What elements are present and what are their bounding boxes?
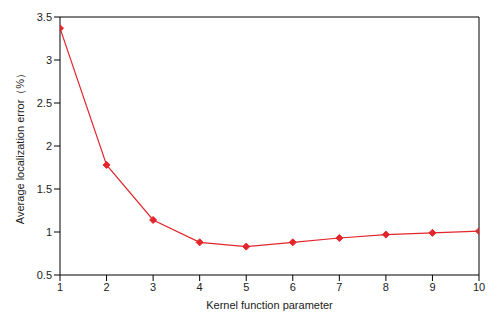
svg-text:8: 8 bbox=[383, 281, 389, 293]
svg-text:3: 3 bbox=[150, 281, 156, 293]
svg-text:2: 2 bbox=[46, 140, 52, 152]
svg-text:5: 5 bbox=[243, 281, 249, 293]
svg-text:7: 7 bbox=[336, 281, 342, 293]
svg-text:1: 1 bbox=[46, 226, 52, 238]
svg-text:10: 10 bbox=[473, 281, 485, 293]
svg-text:2.5: 2.5 bbox=[37, 97, 52, 109]
svg-text:6: 6 bbox=[290, 281, 296, 293]
svg-text:Kernel function parameter: Kernel function parameter bbox=[206, 299, 333, 311]
svg-text:Average localization error（%）: Average localization error（%） bbox=[14, 68, 26, 224]
svg-text:0.5: 0.5 bbox=[37, 269, 52, 281]
svg-text:1.5: 1.5 bbox=[37, 183, 52, 195]
svg-text:2: 2 bbox=[103, 281, 109, 293]
svg-text:3: 3 bbox=[46, 54, 52, 66]
svg-text:9: 9 bbox=[429, 281, 435, 293]
svg-text:1: 1 bbox=[57, 281, 63, 293]
svg-text:3.5: 3.5 bbox=[37, 11, 52, 23]
svg-text:4: 4 bbox=[197, 281, 203, 293]
